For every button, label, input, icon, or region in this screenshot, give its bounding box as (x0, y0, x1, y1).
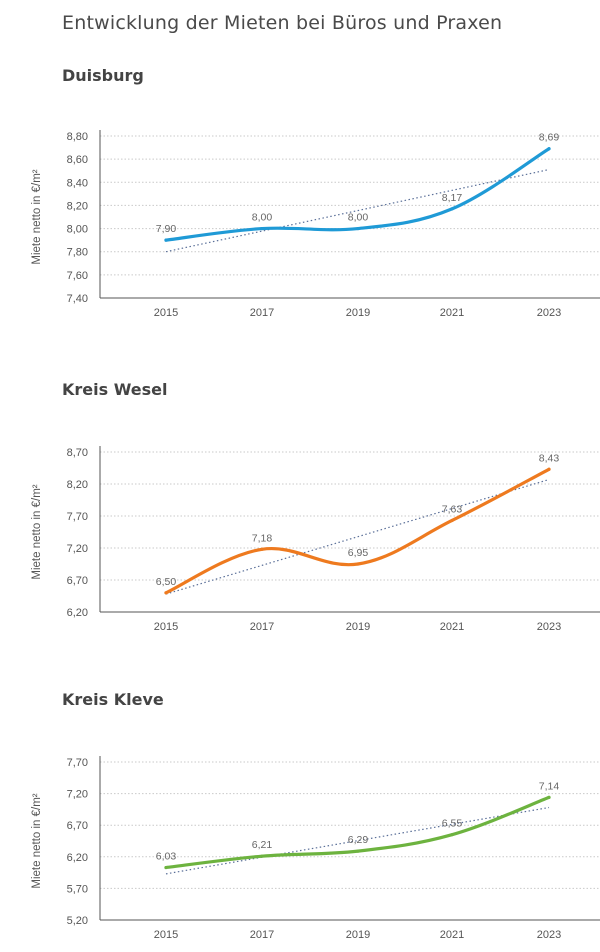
trendline (165, 478, 550, 595)
chart-duisburg: 7,40 7,60 7,80 8,00 8,20 8,40 8,60 8,80 2015 2017… (31, 130, 600, 319)
y-tick-label: 5,20 (67, 915, 88, 927)
data-point (260, 226, 264, 231)
data-label: 6,21 (252, 839, 273, 851)
y-axis-label: Miete netto in €/m² (31, 169, 43, 264)
x-tick-label: 2021 (440, 307, 464, 319)
y-tick-label: 6,20 (67, 607, 88, 619)
y-tick-label: 8,00 (67, 224, 88, 236)
data-label: 7,18 (252, 532, 273, 544)
data-label: 8,17 (442, 192, 463, 204)
x-tick-label: 2019 (346, 307, 370, 319)
y-tick-label: 6,70 (67, 820, 88, 832)
data-point (164, 865, 168, 870)
x-tick-label: 2015 (154, 929, 178, 941)
page-title: Entwicklung der Mieten bei Büros und Pra… (62, 12, 503, 34)
data-label: 7,90 (156, 223, 177, 235)
trendline (165, 806, 550, 875)
x-tick-label: 2019 (346, 929, 370, 941)
data-point (450, 518, 454, 523)
panel-title-kreis-kleve: Kreis Kleve (62, 690, 164, 709)
y-tick-label: 6,20 (67, 852, 88, 864)
data-label: 6,50 (156, 576, 177, 588)
x-tick-label: 2017 (250, 307, 274, 319)
x-tick-label: 2023 (537, 307, 561, 319)
data-label: 7,14 (539, 780, 560, 792)
data-label: 6,95 (348, 547, 369, 559)
x-tick-label: 2019 (346, 621, 370, 633)
data-point (356, 849, 360, 853)
data-point (547, 795, 551, 799)
y-tick-label: 7,80 (67, 247, 88, 259)
y-tick-label: 8,80 (67, 131, 88, 143)
y-tick-label: 8,70 (67, 447, 88, 459)
y-axis-label: Miete netto in €/m² (31, 793, 43, 888)
y-tick-label: 7,20 (67, 789, 88, 801)
x-tick-label: 2017 (250, 621, 274, 633)
data-point (547, 147, 551, 151)
data-point (260, 854, 264, 858)
trendline (165, 168, 550, 253)
y-tick-label: 8,20 (67, 479, 88, 491)
y-tick-label: 7,70 (67, 757, 88, 769)
data-point (164, 238, 168, 242)
data-point (164, 591, 168, 595)
x-tick-label: 2015 (154, 307, 178, 319)
y-tick-label: 7,20 (67, 543, 88, 555)
series-line (164, 467, 551, 595)
x-tick-label: 2017 (250, 929, 274, 941)
data-label: 6,29 (348, 834, 369, 846)
data-point (547, 467, 551, 471)
chart-kreis-wesel: 6,20 6,70 7,20 7,70 8,20 8,70 2015 2017 2019 2021… (31, 446, 600, 633)
data-label: 7,63 (442, 503, 463, 515)
data-label: 8,69 (539, 132, 560, 144)
y-tick-label: 5,70 (67, 883, 88, 895)
data-label: 8,00 (348, 212, 369, 224)
y-axis-label: Miete netto in €/m² (31, 484, 43, 579)
panel-title-duisburg: Duisburg (62, 66, 144, 85)
chart-kreis-kleve: 5,20 5,70 6,20 6,70 7,20 7,70 2015 2017 2019 2021… (31, 756, 600, 941)
y-tick-label: 6,70 (67, 575, 88, 587)
x-tick-label: 2021 (440, 621, 464, 633)
x-tick-label: 2015 (154, 621, 178, 633)
y-tick-label: 8,40 (67, 177, 88, 189)
data-label: 8,00 (252, 212, 273, 224)
data-label: 8,43 (539, 452, 560, 464)
y-tick-label: 8,20 (67, 200, 88, 212)
data-point (450, 833, 454, 837)
x-tick-label: 2021 (440, 929, 464, 941)
data-point (356, 226, 360, 231)
data-label: 6,55 (442, 818, 463, 830)
x-tick-label: 2023 (537, 621, 561, 633)
data-point (356, 562, 360, 566)
y-tick-label: 8,60 (67, 154, 88, 166)
y-tick-label: 7,40 (67, 293, 88, 305)
y-tick-label: 7,60 (67, 270, 88, 282)
data-point (260, 547, 264, 551)
series-line (164, 147, 551, 242)
data-label: 6,03 (156, 851, 177, 863)
y-tick-label: 7,70 (67, 511, 88, 523)
x-tick-label: 2023 (537, 929, 561, 941)
data-point (450, 207, 454, 211)
panel-title-kreis-wesel: Kreis Wesel (62, 380, 168, 399)
